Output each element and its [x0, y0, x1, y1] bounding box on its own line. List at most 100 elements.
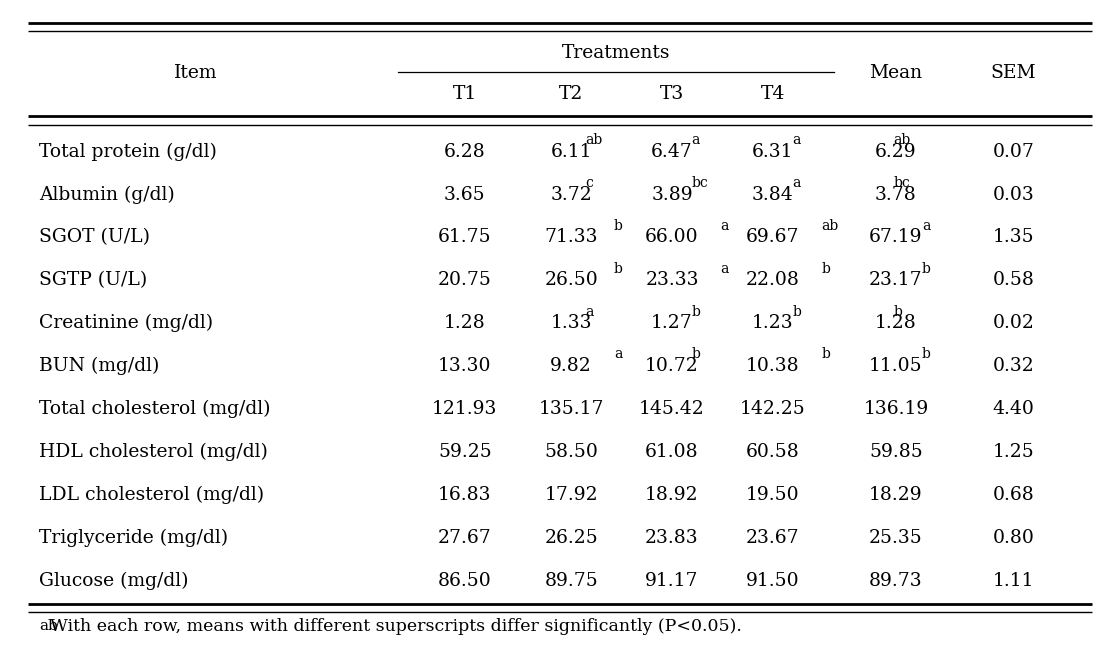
Text: 16.83: 16.83: [438, 486, 492, 504]
Text: 0.02: 0.02: [992, 314, 1035, 332]
Text: 3.78: 3.78: [875, 186, 917, 204]
Text: a: a: [720, 262, 729, 275]
Text: Mean: Mean: [869, 64, 923, 82]
Text: 6.31: 6.31: [752, 143, 794, 161]
Text: 6.47: 6.47: [651, 143, 693, 161]
Text: 6.29: 6.29: [875, 143, 917, 161]
Text: 6.28: 6.28: [444, 143, 486, 161]
Text: a: a: [586, 305, 594, 318]
Text: 27.67: 27.67: [438, 529, 492, 547]
Text: 1.25: 1.25: [992, 443, 1035, 461]
Text: 58.50: 58.50: [544, 443, 598, 461]
Text: 91.50: 91.50: [746, 572, 800, 590]
Text: Item: Item: [175, 64, 217, 82]
Text: 3.84: 3.84: [752, 186, 794, 204]
Text: BUN (mg/dl): BUN (mg/dl): [39, 357, 159, 376]
Text: 26.25: 26.25: [544, 529, 598, 547]
Text: b: b: [821, 348, 830, 361]
Text: 9.82: 9.82: [550, 357, 592, 375]
Text: ab: ab: [894, 133, 911, 147]
Text: 0.03: 0.03: [992, 186, 1035, 204]
Text: 13.30: 13.30: [438, 357, 492, 375]
Text: 0.58: 0.58: [992, 271, 1035, 290]
Text: 10.72: 10.72: [645, 357, 699, 375]
Text: bc: bc: [692, 176, 709, 190]
Text: 23.33: 23.33: [645, 271, 699, 290]
Text: Total protein (g/dl): Total protein (g/dl): [39, 143, 217, 161]
Text: a: a: [720, 219, 729, 233]
Text: 1.23: 1.23: [752, 314, 794, 332]
Text: 1.11: 1.11: [992, 572, 1035, 590]
Text: 18.92: 18.92: [645, 486, 699, 504]
Text: 86.50: 86.50: [438, 572, 492, 590]
Text: 18.29: 18.29: [869, 486, 923, 504]
Text: With each row, means with different superscripts differ significantly (P<0.05).: With each row, means with different supe…: [39, 618, 743, 635]
Text: a: a: [614, 348, 623, 361]
Text: 23.83: 23.83: [645, 529, 699, 547]
Text: 1.28: 1.28: [875, 314, 917, 332]
Text: b: b: [692, 348, 701, 361]
Text: 25.35: 25.35: [869, 529, 923, 547]
Text: ab: ab: [39, 619, 58, 633]
Text: 121.93: 121.93: [432, 400, 497, 418]
Text: Creatinine (mg/dl): Creatinine (mg/dl): [39, 314, 213, 333]
Text: T3: T3: [660, 85, 684, 104]
Text: 71.33: 71.33: [544, 229, 598, 247]
Text: a: a: [692, 133, 700, 147]
Text: ab: ab: [821, 219, 839, 233]
Text: 0.80: 0.80: [992, 529, 1035, 547]
Text: 59.25: 59.25: [438, 443, 492, 461]
Text: 3.89: 3.89: [651, 186, 693, 204]
Text: 67.19: 67.19: [869, 229, 923, 247]
Text: 91.17: 91.17: [645, 572, 699, 590]
Text: 0.68: 0.68: [992, 486, 1035, 504]
Text: T4: T4: [760, 85, 785, 104]
Text: 1.33: 1.33: [550, 314, 592, 332]
Text: 11.05: 11.05: [869, 357, 923, 375]
Text: bc: bc: [894, 176, 911, 190]
Text: b: b: [614, 219, 623, 233]
Text: ab: ab: [586, 133, 603, 147]
Text: 20.75: 20.75: [438, 271, 492, 290]
Text: LDL cholesterol (mg/dl): LDL cholesterol (mg/dl): [39, 486, 264, 504]
Text: 19.50: 19.50: [746, 486, 800, 504]
Text: 6.11: 6.11: [550, 143, 592, 161]
Text: a: a: [793, 133, 801, 147]
Text: HDL cholesterol (mg/dl): HDL cholesterol (mg/dl): [39, 443, 268, 461]
Text: 22.08: 22.08: [746, 271, 800, 290]
Text: 23.67: 23.67: [746, 529, 800, 547]
Text: b: b: [922, 262, 931, 275]
Text: Total cholesterol (mg/dl): Total cholesterol (mg/dl): [39, 400, 271, 418]
Text: 135.17: 135.17: [539, 400, 604, 418]
Text: b: b: [922, 348, 931, 361]
Text: Glucose (mg/dl): Glucose (mg/dl): [39, 572, 188, 590]
Text: Triglyceride (mg/dl): Triglyceride (mg/dl): [39, 529, 228, 547]
Text: b: b: [614, 262, 623, 275]
Text: 0.07: 0.07: [992, 143, 1035, 161]
Text: 61.75: 61.75: [438, 229, 492, 247]
Text: 59.85: 59.85: [869, 443, 923, 461]
Text: a: a: [922, 219, 931, 233]
Text: 142.25: 142.25: [740, 400, 805, 418]
Text: T2: T2: [559, 85, 584, 104]
Text: 26.50: 26.50: [544, 271, 598, 290]
Text: 10.38: 10.38: [746, 357, 800, 375]
Text: a: a: [793, 176, 801, 190]
Text: 0.32: 0.32: [992, 357, 1035, 375]
Text: 23.17: 23.17: [869, 271, 923, 290]
Text: 89.73: 89.73: [869, 572, 923, 590]
Text: 89.75: 89.75: [544, 572, 598, 590]
Text: Albumin (g/dl): Albumin (g/dl): [39, 186, 175, 204]
Text: 60.58: 60.58: [746, 443, 800, 461]
Text: SGOT (U/L): SGOT (U/L): [39, 229, 150, 247]
Text: 1.27: 1.27: [651, 314, 693, 332]
Text: 3.65: 3.65: [444, 186, 486, 204]
Text: 145.42: 145.42: [640, 400, 704, 418]
Text: 4.40: 4.40: [992, 400, 1035, 418]
Text: c: c: [586, 176, 594, 190]
Text: 66.00: 66.00: [645, 229, 699, 247]
Text: T1: T1: [452, 85, 477, 104]
Text: SGTP (U/L): SGTP (U/L): [39, 271, 148, 290]
Text: b: b: [793, 305, 802, 318]
Text: 1.28: 1.28: [444, 314, 486, 332]
